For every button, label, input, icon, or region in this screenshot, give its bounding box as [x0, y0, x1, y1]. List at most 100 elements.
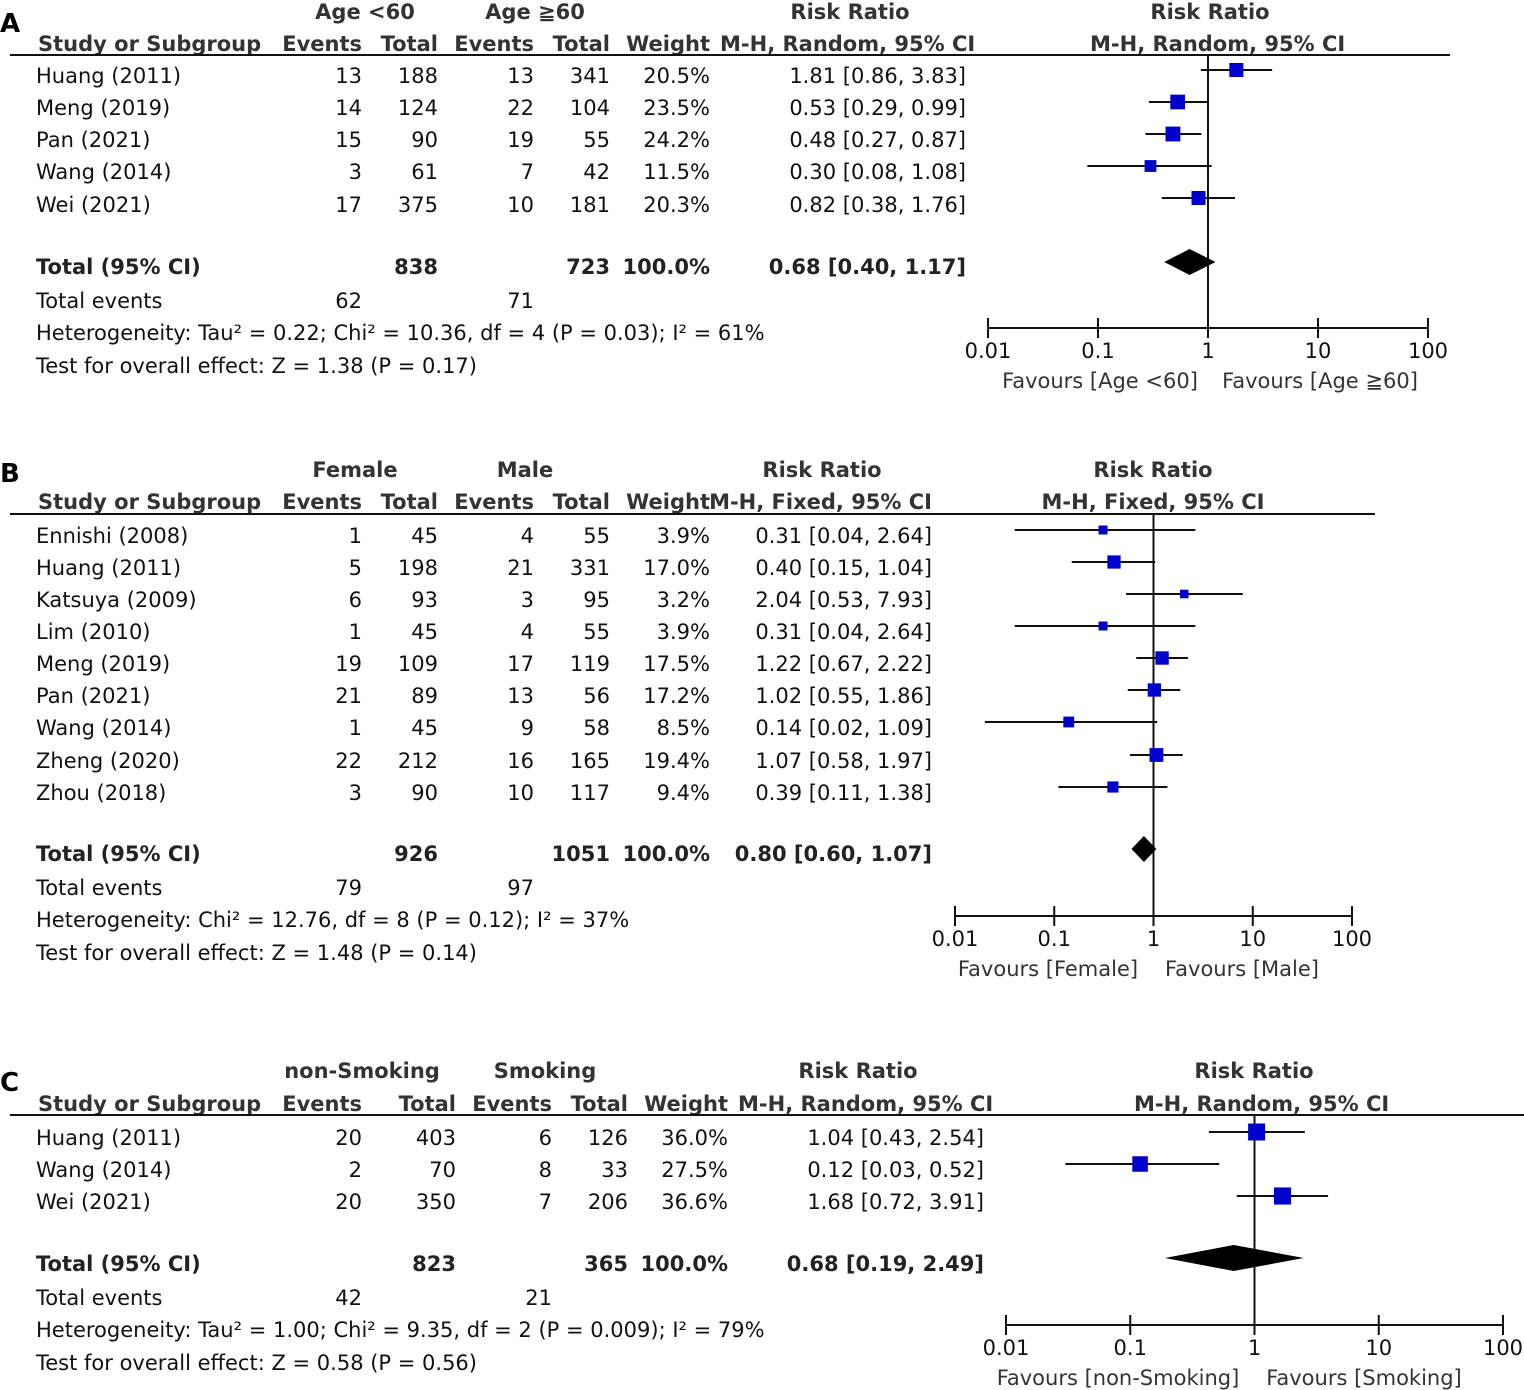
tick-label: 0.1: [1081, 339, 1114, 363]
weight: 11.5%: [643, 160, 710, 184]
weight-header: Weight: [626, 490, 710, 514]
panel-c: C non-Smoking Smoking Risk Ratio Risk Ra…: [0, 1059, 1524, 1390]
group1-header: non-Smoking: [284, 1059, 440, 1083]
total-weight: 100.0%: [622, 255, 710, 279]
point-estimate: [1149, 748, 1164, 762]
total2: 206: [587, 1190, 628, 1214]
total1: 61: [411, 160, 438, 184]
events1: 14: [335, 96, 362, 120]
total-n2: 365: [584, 1252, 628, 1276]
risk-ratio: 1.04 [0.43, 2.54]: [807, 1126, 984, 1150]
study-name: Meng (2019): [36, 96, 171, 120]
risk-ratio: 0.53 [0.29, 0.99]: [789, 96, 966, 120]
study-name: Wang (2014): [36, 160, 172, 184]
risk-ratio: 0.40 [0.15, 1.04]: [755, 556, 932, 580]
total2: 331: [569, 556, 610, 580]
weight: 36.0%: [661, 1126, 728, 1150]
study-name: Katsuya (2009): [36, 588, 197, 612]
events2-total: 71: [507, 289, 534, 313]
total1: 124: [397, 96, 438, 120]
header-rule: [10, 513, 1375, 515]
total2: 55: [583, 524, 610, 548]
events2-header: Events: [454, 490, 534, 514]
risk-ratio: 0.31 [0.04, 2.64]: [755, 524, 932, 548]
weight: 23.5%: [643, 96, 710, 120]
point-estimate: [1147, 683, 1162, 697]
method-header: M-H, Random, 95% CI: [738, 1092, 994, 1116]
total2: 56: [583, 684, 610, 708]
events2: 6: [538, 1126, 552, 1150]
plot-method-header: M-H, Random, 95% CI: [1090, 32, 1346, 56]
panel-label: B: [0, 459, 20, 489]
total2: 165: [569, 749, 610, 773]
tick-label: 1: [1201, 339, 1214, 363]
study-header: Study or Subgroup: [38, 32, 262, 56]
events1: 22: [335, 749, 362, 773]
total2: 126: [587, 1126, 628, 1150]
total1-header: Total: [398, 1092, 456, 1116]
events2: 10: [507, 781, 534, 805]
events1: 19: [335, 652, 362, 676]
weight: 20.3%: [643, 193, 710, 217]
forest-plot: 0.01 0.1 1 10 100 Favours [non-Smoking] Favour…: [983, 1116, 1523, 1390]
panel-label: A: [0, 9, 21, 39]
group1-header: Age <60: [315, 0, 415, 24]
point-estimate: [1179, 589, 1189, 599]
point-estimate: [1107, 781, 1119, 793]
plot-rr-header: Risk Ratio: [1150, 0, 1270, 24]
events2: 4: [520, 620, 534, 644]
tick-label: 1: [1248, 1336, 1261, 1360]
point-estimate: [1144, 160, 1157, 172]
weight: 27.5%: [661, 1158, 728, 1182]
risk-ratio: 0.82 [0.38, 1.76]: [789, 193, 966, 217]
weight: 20.5%: [643, 64, 710, 88]
total-risk-ratio: 0.68 [0.19, 2.49]: [786, 1252, 984, 1276]
events2: 22: [507, 96, 534, 120]
events1-header: Events: [282, 1092, 362, 1116]
weight: 17.5%: [643, 652, 710, 676]
total2-header: Total: [570, 1092, 628, 1116]
point-estimate: [1170, 94, 1186, 110]
events2-header: Events: [454, 32, 534, 56]
favours-left: Favours [non-Smoking]: [997, 1366, 1240, 1390]
events2: 7: [520, 160, 534, 184]
tick-label: 10: [1305, 339, 1332, 363]
weight: 24.2%: [643, 128, 710, 152]
events1: 3: [348, 160, 362, 184]
events1: 17: [335, 193, 362, 217]
tick-label: 0.01: [932, 927, 979, 951]
tick-label: 100: [1483, 1336, 1523, 1360]
point-estimate: [1155, 651, 1169, 665]
total2-header: Total: [552, 32, 610, 56]
total-label: Total (95% CI): [36, 842, 201, 866]
tick-label: 1: [1147, 927, 1160, 951]
panel-a: A Age <60 Age ≧60 Risk Ratio Risk Ratio …: [0, 0, 1524, 400]
events2: 13: [507, 684, 534, 708]
events1: 15: [335, 128, 362, 152]
events2: 4: [520, 524, 534, 548]
tick-label: 0.01: [965, 339, 1012, 363]
favours-left: Favours [Female]: [958, 957, 1138, 981]
total-n1: 838: [394, 255, 438, 279]
total1: 350: [415, 1190, 456, 1214]
events2: 9: [520, 716, 534, 740]
events1-total: 62: [335, 289, 362, 313]
total-n1: 823: [412, 1252, 456, 1276]
group2-header: Male: [496, 458, 554, 482]
events1: 1: [348, 620, 362, 644]
tick-label: 0.01: [983, 1336, 1030, 1360]
plot-rr-header: Risk Ratio: [1093, 458, 1213, 482]
study-name: Huang (2011): [36, 64, 182, 88]
total1: 375: [397, 193, 438, 217]
events-label: Total events: [36, 876, 163, 900]
risk-ratio: 1.02 [0.55, 1.86]: [755, 684, 932, 708]
events1-total: 42: [335, 1286, 362, 1310]
total2: 117: [569, 781, 610, 805]
point-estimate: [1191, 190, 1206, 206]
plot-method-header: M-H, Random, 95% CI: [1134, 1092, 1390, 1116]
total2: 33: [601, 1158, 628, 1182]
risk-ratio: 0.14 [0.02, 1.09]: [755, 716, 932, 740]
study-name: Ennishi (2008): [36, 524, 189, 548]
events1: 1: [348, 716, 362, 740]
weight: 36.6%: [661, 1190, 728, 1214]
